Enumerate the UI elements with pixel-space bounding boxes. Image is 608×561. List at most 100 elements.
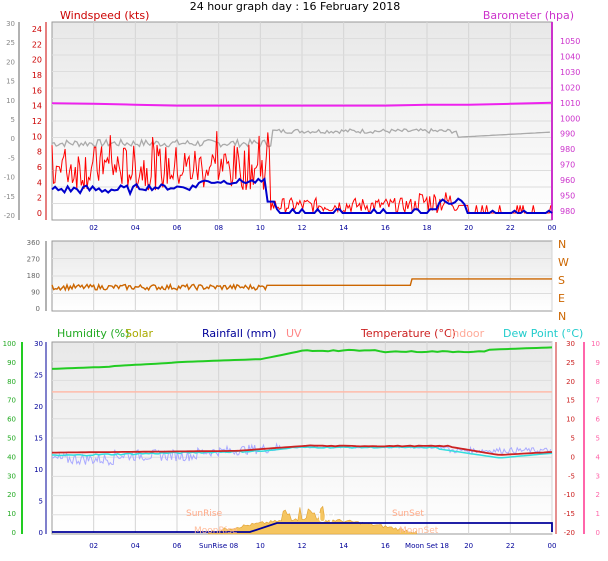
wind-x-tick: 18 xyxy=(423,224,432,232)
windspeed-legend: Windspeed (kts) xyxy=(60,9,149,22)
barometer-legend: Barometer (hpa) xyxy=(483,9,574,22)
barometer-series-line xyxy=(51,101,553,107)
wind-gray-tick: 15 xyxy=(6,78,15,86)
sunrise-label: SunRise xyxy=(186,509,223,519)
barometer-tick: 970 xyxy=(560,161,575,170)
climate-legend: Humidity (%) Solar Rainfall (mm) UV Temp… xyxy=(57,327,583,340)
wind-tick: 22 xyxy=(32,40,42,49)
barometer-tick: 990 xyxy=(560,130,575,139)
temperature-tick: 10 xyxy=(566,416,575,424)
humidity-tick: 0 xyxy=(12,529,16,537)
graph-title: 24 hour graph day : 16 February 2018 xyxy=(190,0,401,13)
wind-gray-tick: 5 xyxy=(11,116,15,124)
barometer-tick: 1020 xyxy=(560,83,580,92)
climate-x-tick: SunRise 08 xyxy=(199,542,238,550)
climate-x-tick: Moon Set 18 xyxy=(405,542,449,550)
direction-tick: 360 xyxy=(27,239,40,247)
wind-tick: 6 xyxy=(37,163,42,172)
rain-tick: 30 xyxy=(34,340,43,348)
direction-series-line xyxy=(51,278,552,292)
rainfall-legend: Rainfall (mm) xyxy=(202,327,276,340)
rain-tick: 20 xyxy=(34,403,43,411)
wind-tick: 2 xyxy=(37,194,42,203)
barometer-tick: 1030 xyxy=(560,68,580,77)
temperature-series-line xyxy=(52,444,553,456)
wind-x-tick: 02 xyxy=(89,224,98,232)
uv-tick: 4 xyxy=(596,453,601,461)
rainfall-series-line xyxy=(52,522,553,533)
wind-tick: 18 xyxy=(32,71,42,80)
humidity-tick: 40 xyxy=(7,453,16,461)
temperature-tick: 20 xyxy=(566,378,575,386)
humidity-series-line xyxy=(51,346,553,370)
barometer-tick: 980 xyxy=(560,145,575,154)
temperature-tick: -20 xyxy=(564,529,575,537)
climate-x-tick: 22 xyxy=(506,542,515,550)
climate-x-tick: 10 xyxy=(256,542,265,550)
temperature-tick: -15 xyxy=(564,510,575,518)
avg-wind-series-line xyxy=(51,177,553,214)
wind-gray-tick: 25 xyxy=(6,39,15,47)
wind-x-tick: 16 xyxy=(381,224,390,232)
uv-tick: 2 xyxy=(596,491,600,499)
wind-x-tick: 06 xyxy=(173,224,182,232)
barometer-tick: 1010 xyxy=(560,99,580,108)
climate-x-tick: 06 xyxy=(173,542,182,550)
compass-tick: N xyxy=(558,238,566,251)
rain-tick: 15 xyxy=(34,435,43,443)
temperature-tick: -10 xyxy=(564,491,575,499)
uv-tick: 3 xyxy=(596,472,600,480)
temperature-tick: -5 xyxy=(568,472,575,480)
uv-legend: UV xyxy=(286,327,302,340)
temperature-tick: 25 xyxy=(566,359,575,367)
uv-tick: 6 xyxy=(596,416,601,424)
barometer-tick: 980 xyxy=(560,207,575,216)
humidity-tick: 70 xyxy=(7,397,16,405)
wind-gray-tick: 30 xyxy=(6,20,15,28)
indoor-legend: Indoor xyxy=(449,327,485,340)
wind-tick: 12 xyxy=(32,117,42,126)
wind-gray-tick: -10 xyxy=(4,174,15,182)
rain-tick: 10 xyxy=(34,466,43,474)
barometer-tick: 1000 xyxy=(560,114,580,123)
climate-x-tick: 02 xyxy=(89,542,98,550)
wind-tick: 0 xyxy=(37,209,42,218)
compass-tick: N xyxy=(558,310,566,323)
sunset-label: SunSet xyxy=(392,509,424,519)
humidity-tick: 100 xyxy=(3,340,16,348)
wind-x-tick: 04 xyxy=(131,224,140,232)
wind-tick: 20 xyxy=(32,56,42,65)
humidity-legend: Humidity (%) xyxy=(57,327,129,340)
wind-x-tick: 14 xyxy=(339,224,348,232)
dewpoint-legend: Dew Point (°C) xyxy=(503,327,583,340)
wind-x-tick: 20 xyxy=(464,224,473,232)
uv-tick: 8 xyxy=(596,378,600,386)
compass-tick: S xyxy=(558,274,565,287)
windspeed-series-line xyxy=(51,131,552,214)
wind-tick: 16 xyxy=(32,86,42,95)
barometer-tick: 1040 xyxy=(560,52,580,61)
humidity-tick: 30 xyxy=(7,472,16,480)
uv-tick: 0 xyxy=(596,529,600,537)
temperature-tick: 15 xyxy=(566,397,575,405)
humidity-tick: 50 xyxy=(7,435,16,443)
wind-x-tick: 22 xyxy=(506,224,515,232)
climate-x-tick: 20 xyxy=(464,542,473,550)
temperature-legend: Temperature (°C) xyxy=(360,327,456,340)
barometer-tick: 960 xyxy=(560,176,575,185)
wind-gray-tick: -15 xyxy=(4,193,15,201)
uv-tick: 9 xyxy=(596,359,600,367)
wind-gray-tick: 0 xyxy=(11,135,15,143)
solar-legend: Solar xyxy=(125,327,154,340)
moonrise-label: MoonRise xyxy=(194,526,238,536)
climate-x-tick: 12 xyxy=(298,542,307,550)
dewpoint-series-line xyxy=(52,446,553,459)
wind-gray-tick: 20 xyxy=(6,58,15,66)
compass-tick: W xyxy=(558,256,569,269)
rain-tick: 0 xyxy=(39,529,43,537)
wind-gray-tick: -5 xyxy=(8,154,15,162)
climate-x-tick: 00 xyxy=(548,542,557,550)
direction-tick: 90 xyxy=(31,289,40,297)
gust-series-line xyxy=(51,127,550,149)
